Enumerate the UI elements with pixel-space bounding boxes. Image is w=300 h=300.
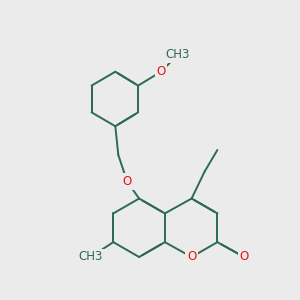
Text: O: O bbox=[156, 65, 166, 78]
Text: O: O bbox=[239, 250, 249, 263]
Text: O: O bbox=[187, 250, 196, 263]
Text: CH3: CH3 bbox=[166, 48, 190, 62]
Text: O: O bbox=[123, 175, 132, 188]
Text: CH3: CH3 bbox=[78, 250, 103, 263]
